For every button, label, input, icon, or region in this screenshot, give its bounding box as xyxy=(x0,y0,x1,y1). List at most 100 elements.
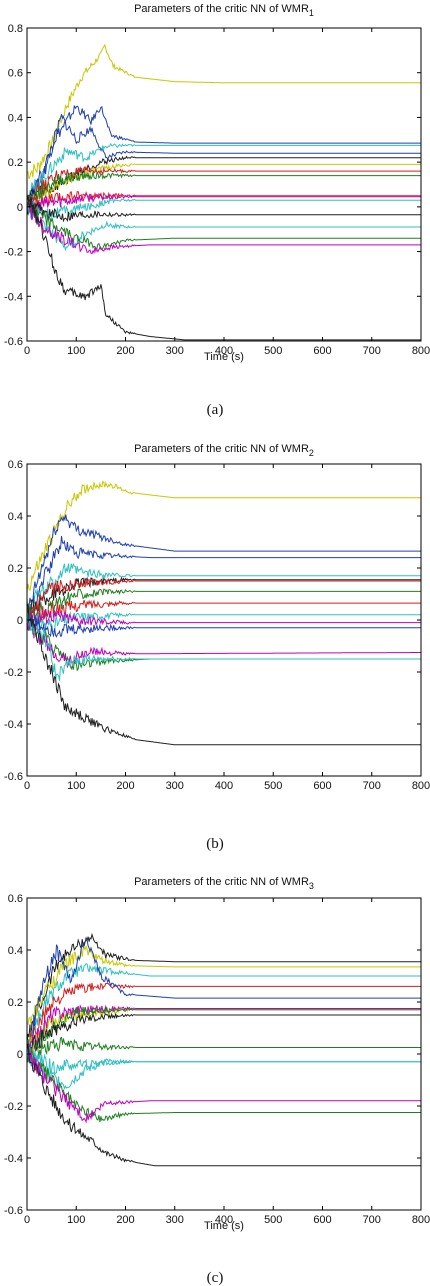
y-tick-label: 0.4 xyxy=(8,945,23,957)
panel-caption: (a) xyxy=(207,402,224,418)
series-line-10 xyxy=(27,192,421,214)
series-line-13 xyxy=(27,618,421,669)
chart-title-subscript: 1 xyxy=(309,8,314,18)
series-line-4 xyxy=(27,982,421,1048)
chart-title: Parameters of the critic NN of WMR3 xyxy=(134,876,314,891)
series-group xyxy=(27,932,421,1167)
series-line-4 xyxy=(27,562,421,614)
series-line-12 xyxy=(27,198,421,223)
series-line-1 xyxy=(27,480,421,592)
y-tick-label: 0.6 xyxy=(8,459,23,471)
series-line-5 xyxy=(27,938,421,1059)
series-line-14 xyxy=(27,1044,421,1124)
series-line-7 xyxy=(27,1004,421,1058)
series-line-8 xyxy=(27,599,421,627)
series-line-16 xyxy=(27,196,421,341)
x-tick-label: 400 xyxy=(215,1214,233,1226)
y-tick-label: -0.2 xyxy=(4,1101,23,1113)
x-axis-label: Time (s) xyxy=(204,1220,244,1232)
x-tick-label: 500 xyxy=(264,345,282,357)
x-tick-label: 0 xyxy=(24,1214,30,1226)
x-tick-label: 600 xyxy=(313,1214,331,1226)
axes-box xyxy=(26,897,422,1211)
series-line-7 xyxy=(27,165,421,208)
series-line-8 xyxy=(27,171,421,209)
series-group xyxy=(27,480,421,746)
x-tick-label: 800 xyxy=(412,345,430,357)
x-tick-label: 200 xyxy=(116,1214,134,1226)
x-tick-label: 800 xyxy=(412,1214,430,1226)
x-tick-label: 700 xyxy=(363,345,381,357)
x-tick-label: 300 xyxy=(166,1214,184,1226)
series-line-3 xyxy=(27,114,421,210)
x-tick-label: 700 xyxy=(363,1214,381,1226)
y-tick-label: 0.6 xyxy=(8,893,23,905)
y-tick-label: 0.6 xyxy=(8,68,23,80)
x-tick-label: 600 xyxy=(313,780,331,792)
series-line-1 xyxy=(27,43,421,180)
chart-panel-3: Parameters of the critic NN of WMR3 0 100 2… xyxy=(4,876,430,1286)
series-line-14 xyxy=(27,612,421,681)
x-tick-label: 100 xyxy=(67,1214,85,1226)
chart-title-text: Parameters of the critic NN of WMR xyxy=(134,443,309,455)
series-line-6 xyxy=(27,578,421,625)
y-tick-label: 0 xyxy=(17,1049,23,1061)
y-tick-label: 0.2 xyxy=(8,563,23,575)
y-tick-label: 0.4 xyxy=(8,511,23,523)
x-tick-label: 600 xyxy=(313,345,331,357)
chart-title-subscript: 3 xyxy=(309,881,314,891)
series-line-1 xyxy=(27,932,421,1047)
y-tick-label: -0.6 xyxy=(4,771,23,783)
series-line-11 xyxy=(27,1046,421,1076)
y-tick-label: -0.4 xyxy=(4,291,23,303)
series-line-11 xyxy=(27,614,421,638)
x-tick-label: 0 xyxy=(24,780,30,792)
y-tick-label: -0.4 xyxy=(4,1153,23,1165)
chart-title-subscript: 2 xyxy=(309,448,314,458)
series-line-11 xyxy=(27,198,421,221)
series-line-5 xyxy=(27,576,421,620)
series-line-15 xyxy=(27,1043,421,1167)
y-tick-label: -0.6 xyxy=(4,336,23,348)
series-line-4 xyxy=(27,142,421,204)
y-tick-label: 0.2 xyxy=(8,157,23,169)
y-tick-label: 0 xyxy=(17,615,23,627)
series-line-3 xyxy=(27,535,421,623)
series-line-14 xyxy=(27,201,421,251)
chart-title-text: Parameters of the critic NN of WMR xyxy=(134,876,309,888)
series-line-9 xyxy=(27,611,421,633)
series-line-8 xyxy=(27,1006,421,1058)
series-group xyxy=(27,43,421,341)
x-tick-label: 400 xyxy=(215,345,233,357)
series-line-12 xyxy=(27,1045,421,1090)
series-line-13 xyxy=(27,200,421,252)
chart-title: Parameters of the critic NN of WMR1 xyxy=(134,3,314,18)
series-line-7 xyxy=(27,588,421,623)
chart-title-text: Parameters of the critic NN of WMR xyxy=(134,3,309,15)
x-tick-label: 200 xyxy=(116,345,134,357)
series-line-10 xyxy=(27,608,421,630)
x-axis-label: Time (s) xyxy=(204,351,244,363)
panel-caption: (c) xyxy=(207,1270,224,1286)
x-tick-label: 400 xyxy=(215,780,233,792)
x-tick-label: 700 xyxy=(363,780,381,792)
y-tick-label: -0.4 xyxy=(4,719,23,731)
y-tick-label: 0.8 xyxy=(8,23,23,35)
x-tick-label: 500 xyxy=(264,1214,282,1226)
x-tick-label: 200 xyxy=(116,780,134,792)
x-tick-label: 100 xyxy=(67,780,85,792)
chart-panel-1: Parameters of the critic NN of WMR1 0 100 2… xyxy=(4,3,430,418)
series-line-9 xyxy=(27,1012,421,1054)
series-line-15 xyxy=(27,603,421,746)
series-line-2 xyxy=(27,105,421,211)
x-tick-label: 100 xyxy=(67,345,85,357)
series-line-15 xyxy=(27,200,421,255)
x-tick-label: 300 xyxy=(166,780,184,792)
y-tick-label: -0.2 xyxy=(4,247,23,259)
panel-caption: (b) xyxy=(206,836,224,852)
y-tick-label: 0.4 xyxy=(8,112,23,124)
chart-title: Parameters of the critic NN of WMR2 xyxy=(134,443,314,458)
chart-panel-2: Parameters of the critic NN of WMR2 0 100 2… xyxy=(4,443,430,852)
y-tick-label: -0.6 xyxy=(4,1205,23,1217)
x-tick-label: 500 xyxy=(264,780,282,792)
